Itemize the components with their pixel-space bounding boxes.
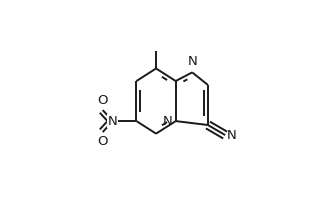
Text: N: N bbox=[187, 55, 197, 69]
Text: N: N bbox=[163, 115, 173, 128]
Text: N: N bbox=[108, 115, 118, 128]
Text: O: O bbox=[97, 135, 108, 148]
Text: N: N bbox=[227, 129, 237, 142]
Text: O: O bbox=[97, 94, 108, 107]
